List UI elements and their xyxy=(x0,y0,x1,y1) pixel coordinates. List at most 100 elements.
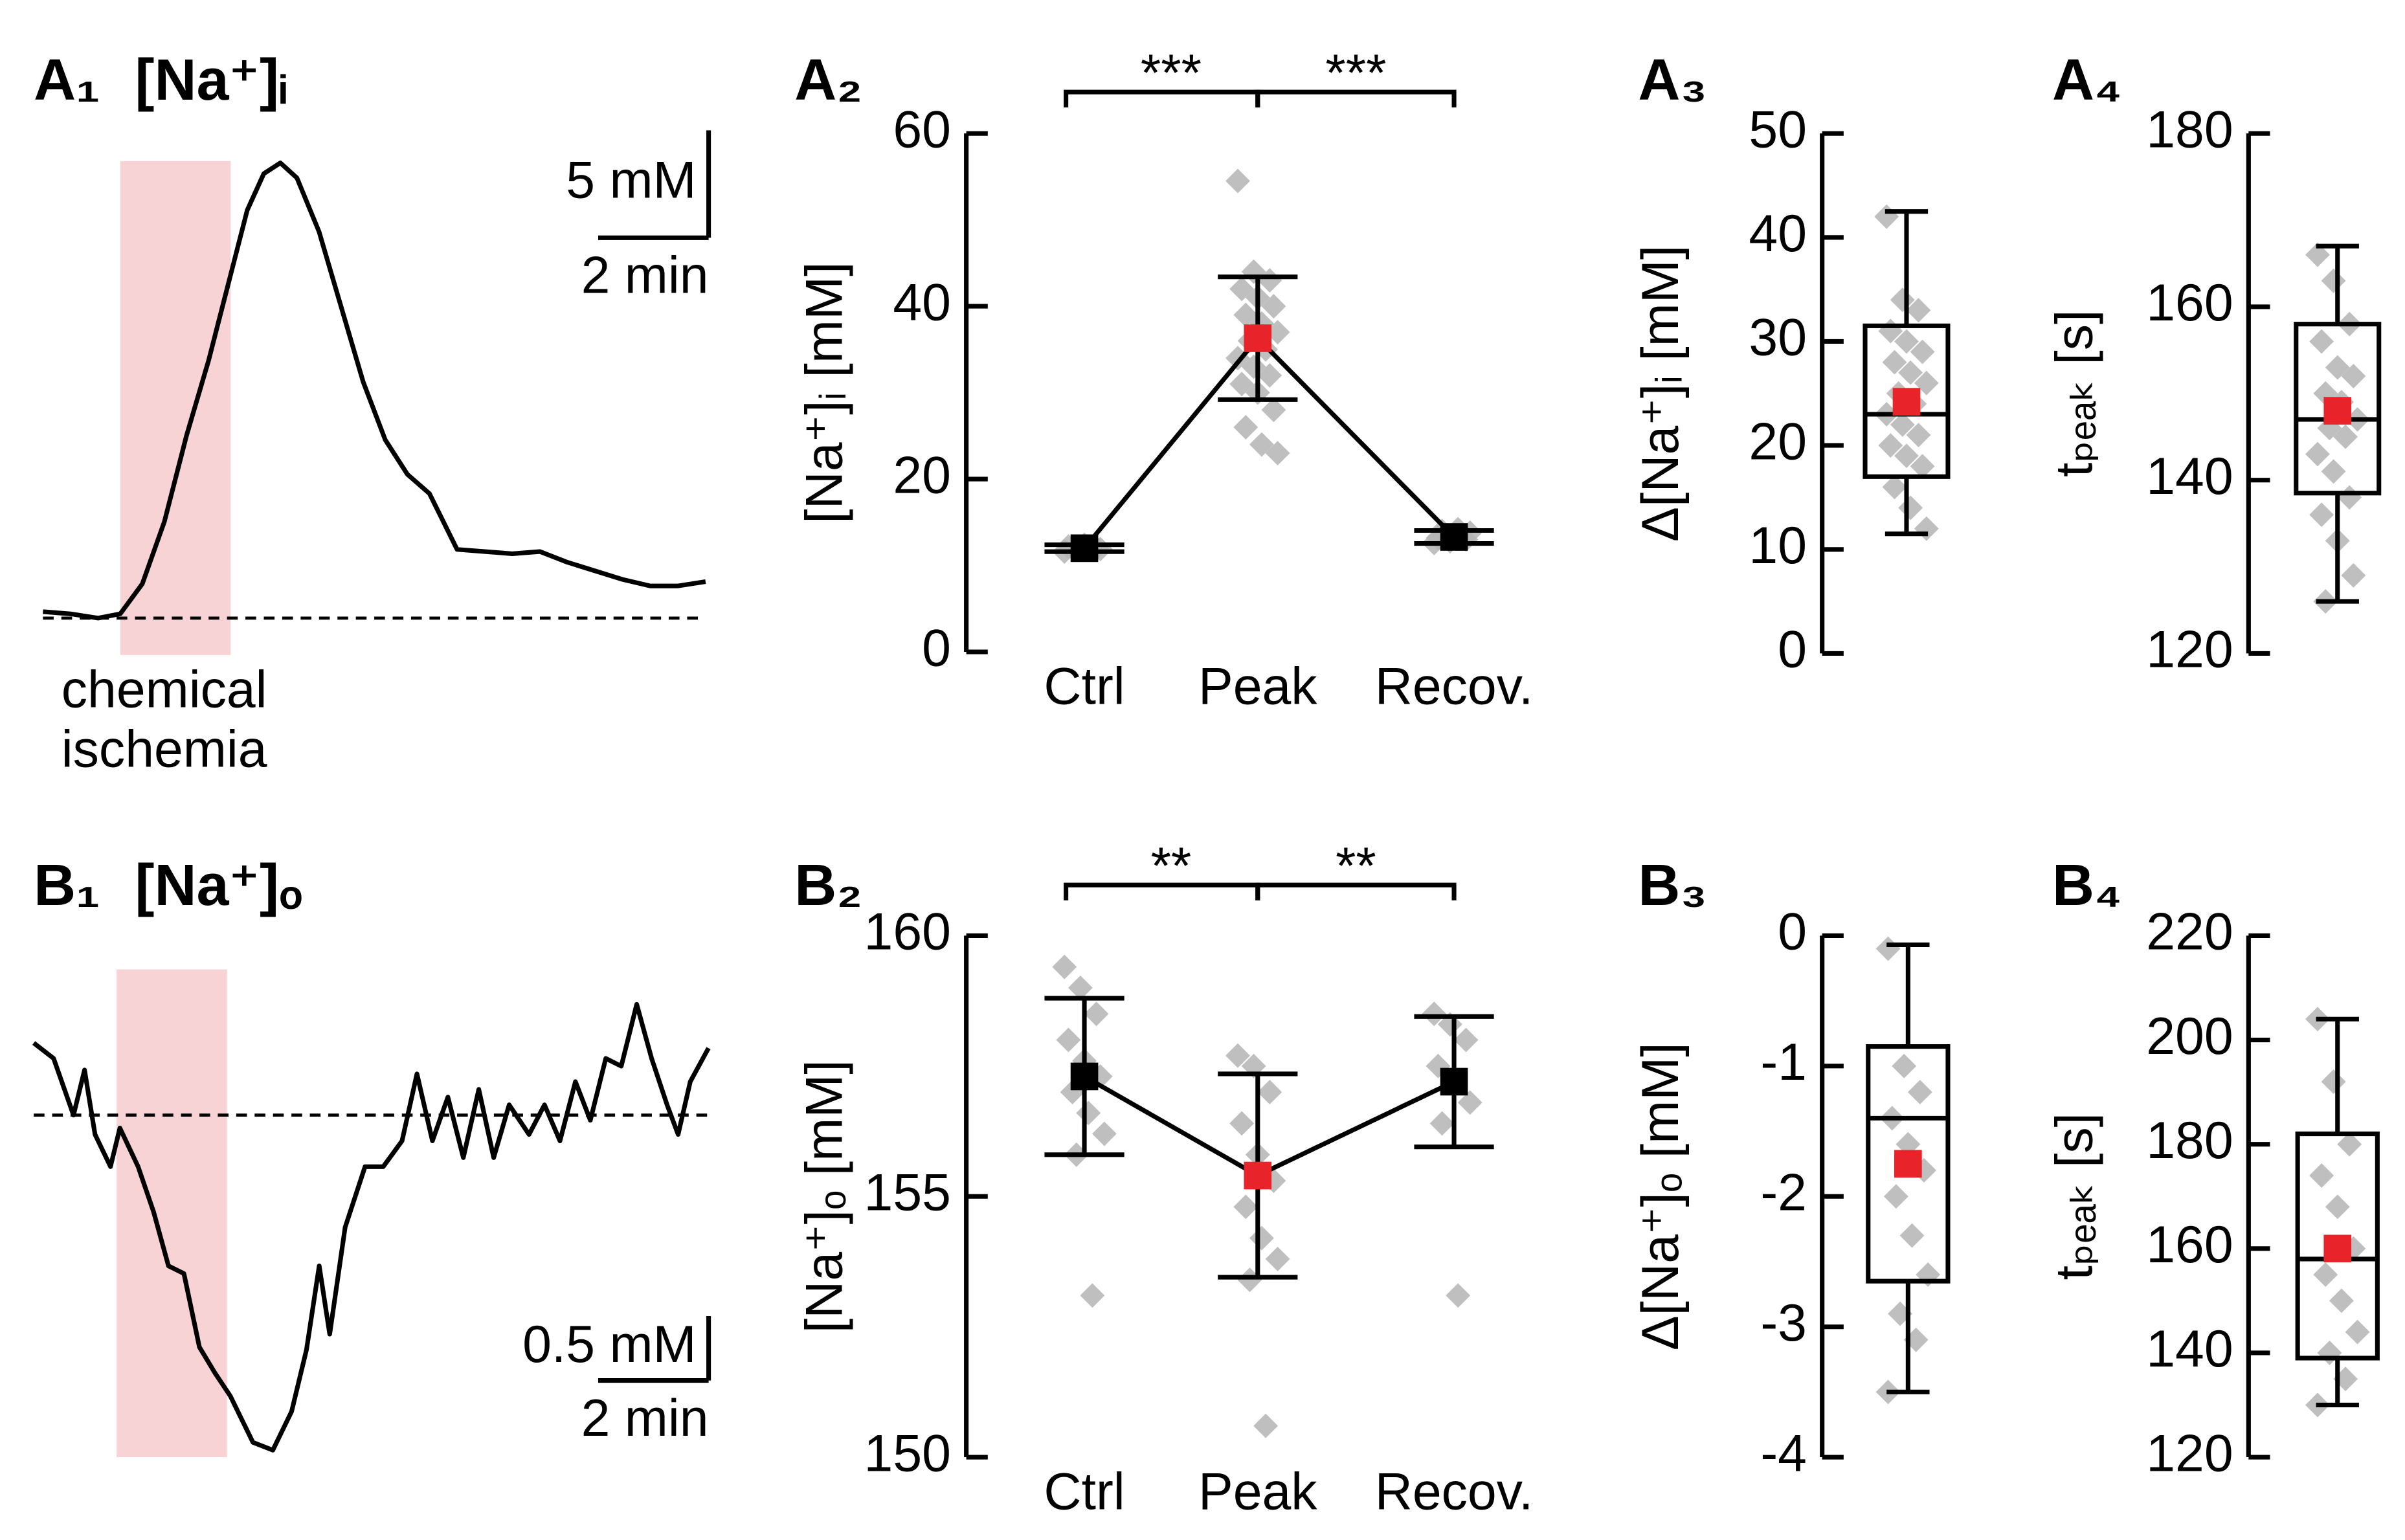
whisker-low xyxy=(2316,493,2359,604)
data-point xyxy=(1907,1080,1932,1105)
y-tick-label: 0 xyxy=(1778,621,1807,679)
data-point xyxy=(2329,1288,2354,1313)
data-point xyxy=(1898,360,1923,385)
y-tick-label: 140 xyxy=(2146,1320,2233,1378)
y-axis-label: Δ[Na⁺]ᵢ [mM] xyxy=(1631,245,1690,542)
data-point xyxy=(1882,350,1907,375)
y-tick-label: 120 xyxy=(2146,621,2233,679)
y-tick-label: 160 xyxy=(2146,274,2233,332)
data-point xyxy=(2325,1194,2350,1220)
y-tick-label: 180 xyxy=(2146,100,2233,159)
whisker-low xyxy=(1885,476,1929,537)
y-tick-label: -2 xyxy=(1760,1164,1807,1222)
data-point xyxy=(1249,432,1274,457)
significance-bracket xyxy=(1255,882,1457,900)
data-point xyxy=(1233,302,1258,328)
y-axis-label: Δ[Na⁺]ₒ [mM] xyxy=(1631,1042,1690,1350)
data-point xyxy=(1894,443,1919,469)
data-point xyxy=(1265,1246,1290,1271)
data-point xyxy=(2337,485,2362,510)
data-point xyxy=(1056,1027,1081,1053)
y-axis-label: [Na⁺]ᵢ [mM] xyxy=(796,262,854,523)
scalebar-x-label: 2 min xyxy=(581,247,709,305)
data-point xyxy=(1225,346,1250,371)
panel-title: [Na⁺]ᵢ xyxy=(135,47,287,113)
data-point xyxy=(1883,1184,1908,1209)
y-axis-label: tₚₑₐₖ [s] xyxy=(2046,1113,2104,1280)
mean-marker xyxy=(1894,1150,1922,1178)
data-point xyxy=(1914,370,1939,396)
scalebar-y-label: 5 mM xyxy=(566,151,696,210)
data-point xyxy=(1910,454,1935,479)
y-tick-label: 220 xyxy=(2146,903,2233,961)
box xyxy=(2294,322,2382,496)
data-point xyxy=(1453,1027,1479,1053)
data-point xyxy=(2309,1163,2334,1188)
mean-marker xyxy=(2323,397,2352,425)
y-tick-label: 200 xyxy=(2146,1007,2233,1066)
box xyxy=(2295,1131,2380,1361)
data-point xyxy=(1080,1283,1105,1308)
data-point xyxy=(2305,242,2330,267)
y-axis-label: [Na⁺]ₒ [mM] xyxy=(796,1060,854,1333)
panel-label: B₃ xyxy=(1638,853,1707,918)
mean-marker xyxy=(1440,1067,1468,1096)
data-point xyxy=(2325,355,2350,380)
data-point xyxy=(1898,495,1923,520)
y-tick-label: -1 xyxy=(1760,1033,1807,1091)
significance-bracket xyxy=(1255,89,1457,107)
data-point xyxy=(2313,1262,2338,1288)
category-label: Recov. xyxy=(1375,1463,1534,1521)
annotation: ischemia xyxy=(62,720,267,779)
panel-7: B₄ 120 140 160 180 200 220 tₚₑₐₖ [s] xyxy=(2046,853,2380,1482)
data-point xyxy=(1091,1121,1117,1146)
data-point xyxy=(1878,433,1903,458)
y-tick-label: 40 xyxy=(1749,205,1807,263)
y-tick-label: 150 xyxy=(864,1424,951,1482)
data-point xyxy=(2333,424,2358,449)
y-tick-label: 30 xyxy=(1749,309,1807,367)
data-point xyxy=(1076,1100,1101,1126)
y-tick-label: 10 xyxy=(1749,517,1807,575)
category-label: Recov. xyxy=(1375,658,1534,716)
whisker-high xyxy=(2316,243,2359,324)
category-label: Ctrl xyxy=(1044,1463,1124,1521)
trace-line xyxy=(43,161,706,621)
data-point xyxy=(1068,976,1093,1000)
data-point xyxy=(2321,459,2346,484)
whisker-high xyxy=(1885,209,1929,326)
mean-marker xyxy=(1070,534,1099,563)
y-tick-label: 50 xyxy=(1749,100,1807,159)
panel-title: [Na⁺]ₒ xyxy=(135,853,302,918)
y-tick-label: 20 xyxy=(1749,412,1807,471)
data-point xyxy=(1265,441,1290,465)
y-tick-label: 140 xyxy=(2146,447,2233,506)
data-point xyxy=(1910,339,1935,364)
y-tick-label: 40 xyxy=(893,273,951,331)
y-tick-label: -4 xyxy=(1760,1424,1807,1482)
data-point xyxy=(1229,276,1255,302)
mean-marker xyxy=(2323,1234,2352,1263)
panel-label: B₂ xyxy=(794,853,862,918)
data-point xyxy=(1906,298,1931,323)
data-point xyxy=(2321,268,2346,293)
y-tick-label: 0 xyxy=(1778,903,1807,961)
significance-label: *** xyxy=(1141,44,1202,102)
trace-line xyxy=(32,1001,711,1453)
y-tick-label: 180 xyxy=(2146,1111,2233,1170)
data-point xyxy=(1229,1111,1255,1136)
data-point xyxy=(2345,1319,2370,1345)
data-point xyxy=(1261,397,1286,423)
panel-5: B₂ 150 155 160 [Na⁺]ₒ [mM] Ctrl Peak Recov. ** ** xyxy=(794,837,1533,1521)
y-tick-label: 120 xyxy=(2146,1424,2233,1482)
y-tick-label: -3 xyxy=(1760,1294,1807,1352)
scalebar-y-label: 0.5 mM xyxy=(522,1315,697,1374)
data-point xyxy=(1892,1053,1917,1078)
mean-marker xyxy=(1244,1161,1272,1190)
data-point xyxy=(1261,294,1286,319)
panel-label: A₃ xyxy=(1638,47,1707,113)
data-point xyxy=(1890,412,1915,437)
scalebar-x-label: 2 min xyxy=(581,1389,709,1447)
whisker-low xyxy=(1886,1281,1930,1394)
